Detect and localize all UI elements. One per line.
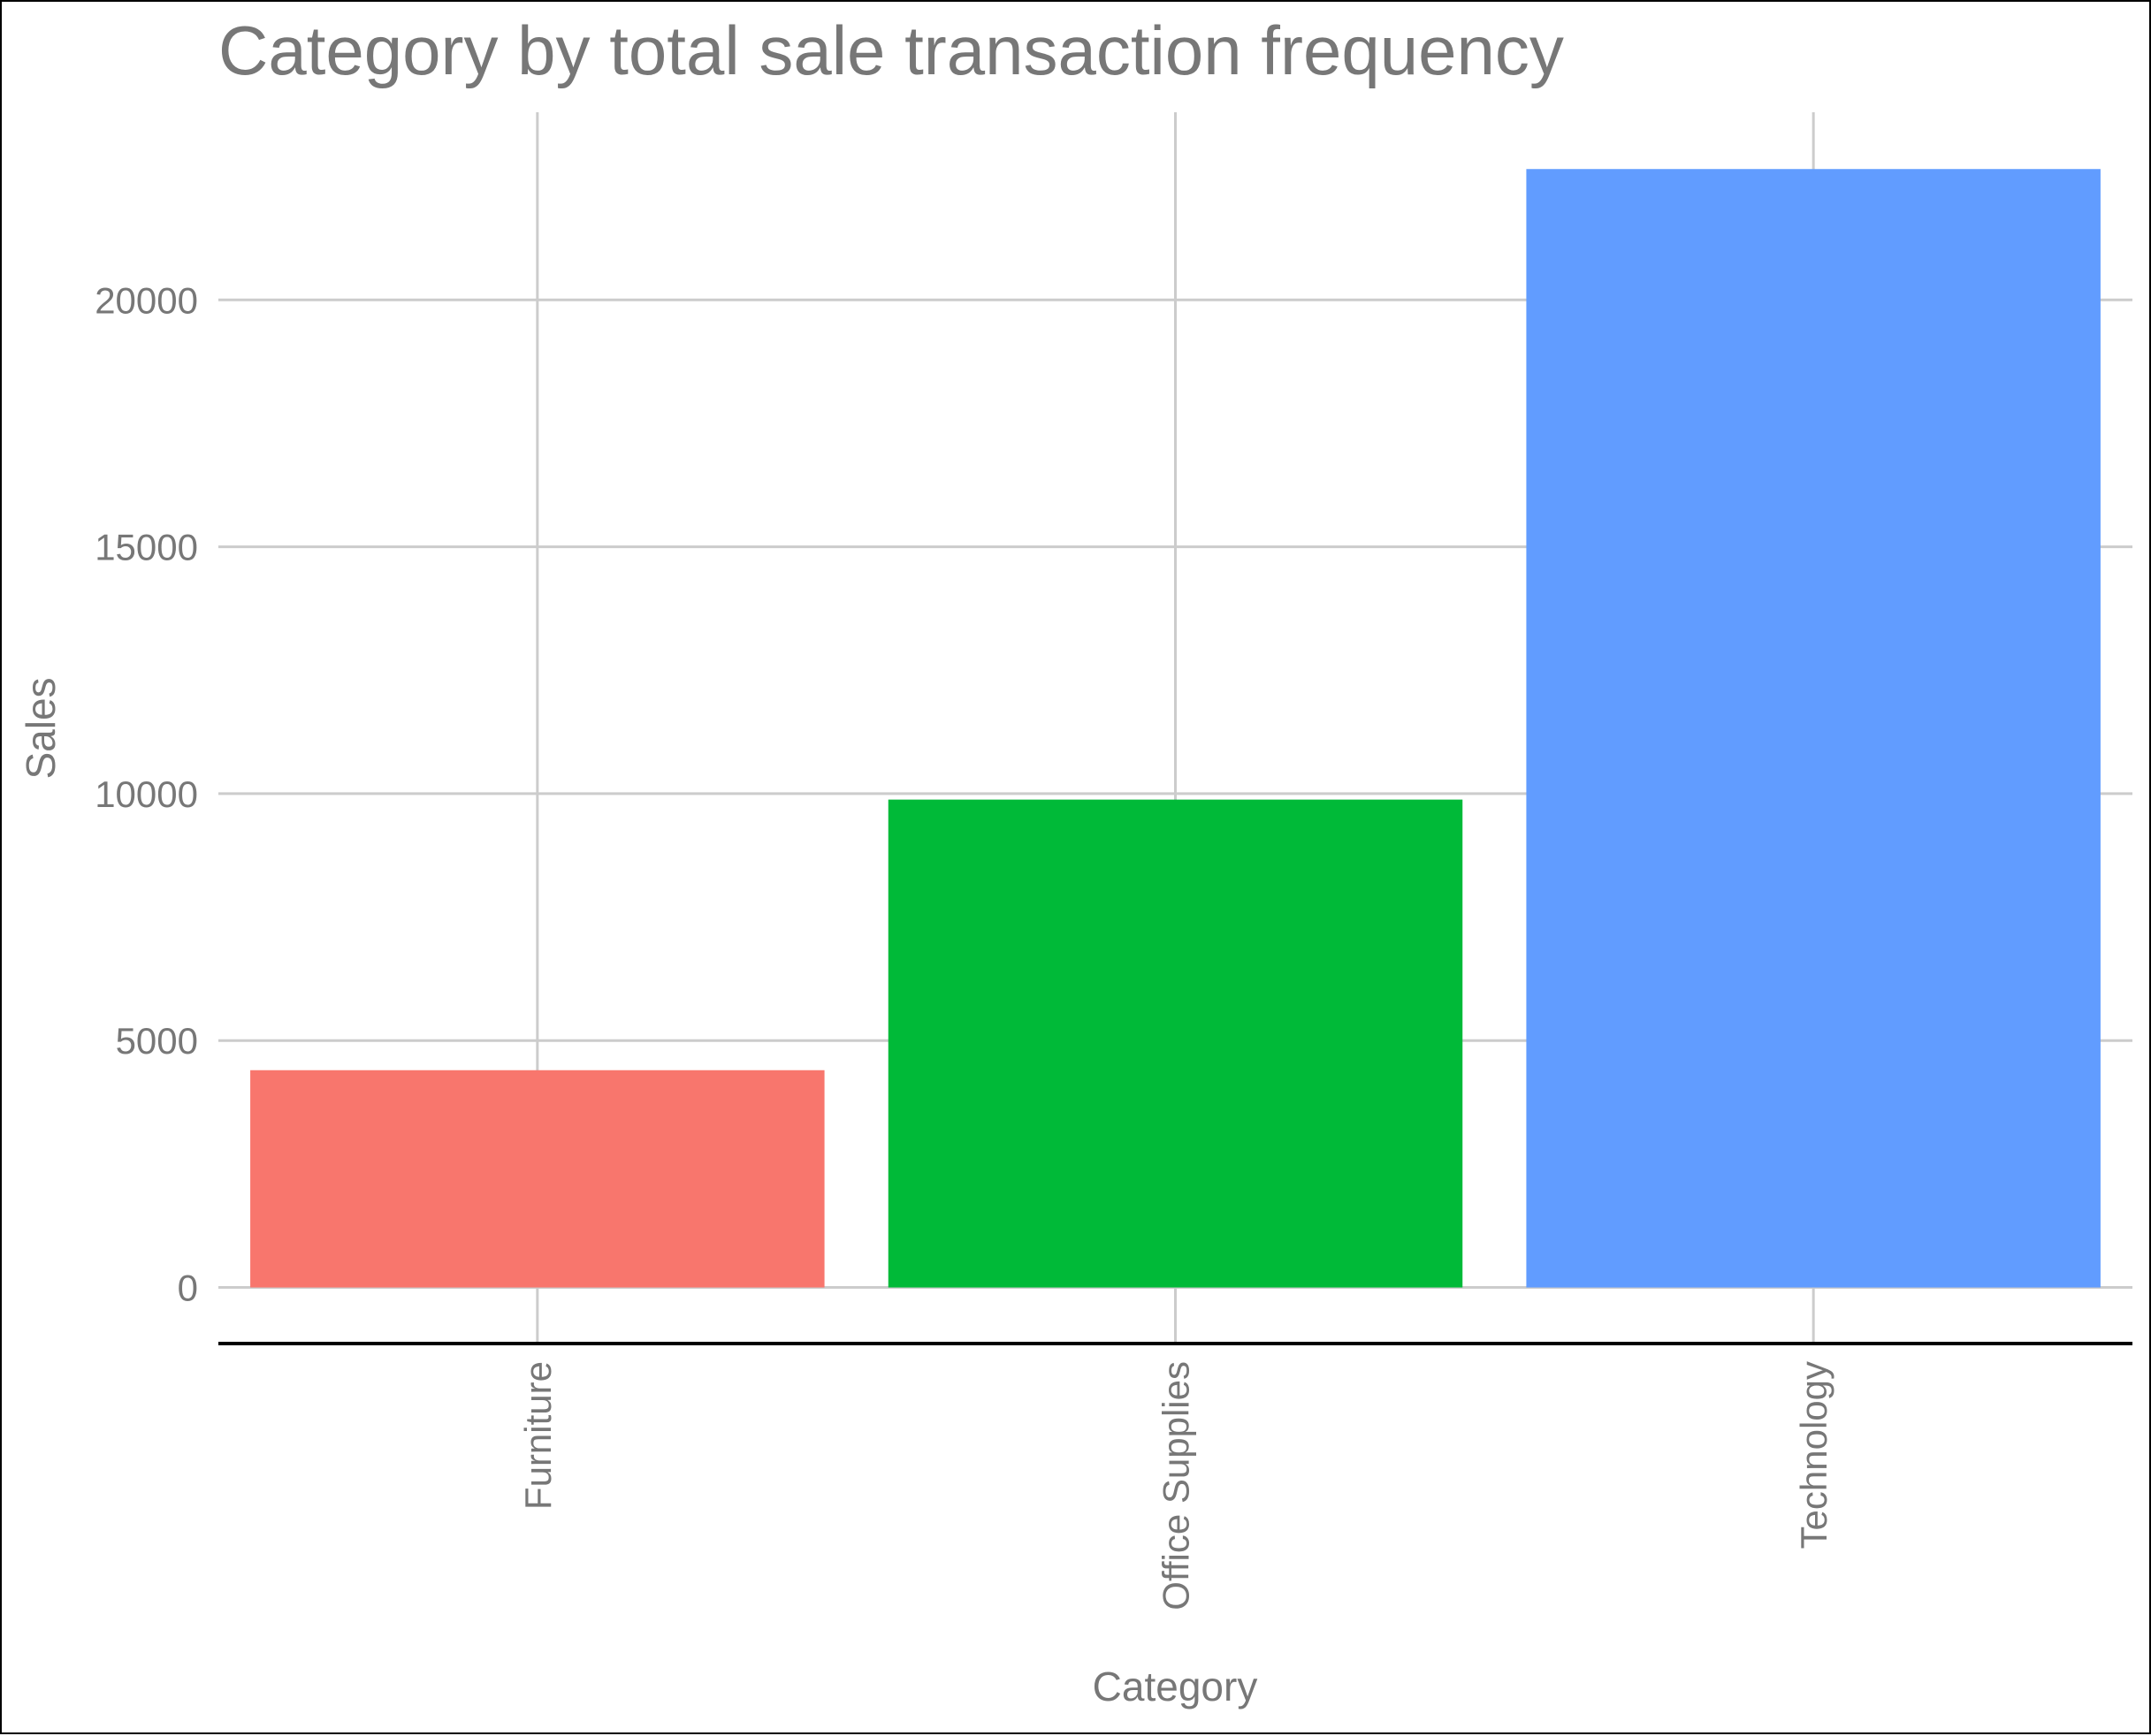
x-tick-label: Technology [1793, 1361, 1834, 1549]
y-axis-title: Sales [18, 677, 64, 779]
bar-furniture [250, 1070, 825, 1288]
x-tick-labels: Furniture Office Supplies Technology [517, 1361, 1834, 1610]
chart-title: Category by total sale transaction frequ… [218, 11, 1564, 89]
y-tick-label: 5000 [116, 1020, 198, 1062]
bar-technology [1526, 169, 2101, 1288]
x-axis-title: Category [1093, 1664, 1258, 1709]
x-tick-label: Furniture [517, 1361, 559, 1510]
bars [250, 169, 2101, 1288]
y-tick-label: 10000 [95, 773, 198, 815]
y-tick-label: 20000 [95, 279, 198, 321]
y-tick-label: 0 [178, 1268, 198, 1309]
y-tick-label: 15000 [95, 527, 198, 568]
y-tick-labels: 0 5000 10000 15000 20000 [95, 279, 198, 1308]
bar-office-supplies [888, 799, 1463, 1288]
gridlines [218, 112, 2132, 1343]
x-tick-label: Office Supplies [1156, 1361, 1197, 1610]
